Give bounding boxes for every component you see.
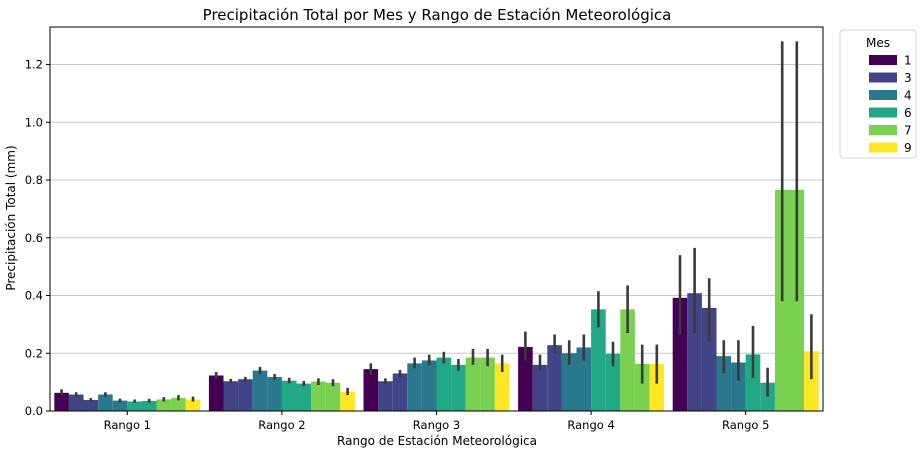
legend-swatch (869, 55, 897, 65)
bar (281, 380, 297, 411)
bar (649, 363, 665, 411)
y-tick-label: 0.8 (25, 173, 43, 187)
bar (804, 351, 819, 411)
legend-title: Mes (866, 36, 890, 50)
legend-swatch (869, 107, 897, 118)
bar (576, 347, 592, 411)
bar (112, 400, 128, 411)
legend: Mes 1 3 4 6 7 9 (839, 29, 917, 159)
bar (451, 364, 466, 411)
bar (98, 394, 113, 411)
y-tick-label: 0.0 (25, 404, 43, 418)
legend-label: 1 (904, 54, 912, 68)
bar (392, 373, 408, 411)
bar (745, 354, 761, 411)
bar (421, 360, 437, 411)
bar (480, 357, 495, 411)
x-tick-label: Rango 5 (722, 418, 769, 432)
bar (436, 357, 452, 411)
x-tick-label: Rango 4 (567, 418, 614, 432)
legend-label: 9 (904, 141, 912, 155)
bar (547, 345, 562, 411)
y-axis-label: Precipitación Total (mm) (4, 145, 18, 290)
bar (83, 400, 99, 411)
legend-swatch (869, 142, 897, 153)
bar (687, 293, 702, 411)
bar (731, 362, 746, 411)
bar (407, 363, 422, 411)
bar (296, 383, 312, 411)
y-tick-label: 1.2 (25, 58, 43, 72)
legend-swatch (869, 125, 897, 135)
bar (716, 356, 732, 411)
bar (620, 309, 635, 411)
bar (252, 370, 268, 411)
x-axis-label: Rango de Estación Meteorológica (337, 434, 537, 448)
bar (171, 398, 186, 411)
bar (591, 309, 606, 411)
legend-swatch (869, 90, 897, 100)
y-tick-label: 0.2 (25, 346, 43, 360)
legend-label: 6 (904, 106, 912, 120)
bar (701, 307, 717, 411)
legend-label: 3 (904, 71, 912, 85)
bar (634, 363, 650, 411)
bars-layer (54, 189, 819, 411)
bar (561, 353, 577, 411)
bar (325, 382, 341, 411)
bar (54, 392, 69, 411)
bar (238, 379, 253, 411)
legend-label: 4 (904, 89, 912, 103)
y-tick-label: 0.4 (25, 289, 43, 303)
bar (465, 357, 481, 411)
bar (185, 399, 201, 411)
bar (672, 297, 688, 411)
bar (378, 381, 393, 411)
error-bars-layer (60, 41, 813, 403)
bar (156, 399, 172, 411)
bar (605, 353, 621, 411)
bar (363, 369, 379, 411)
bar (141, 400, 157, 411)
y-axis-ticks: 0.0 0.2 0.4 0.6 0.8 1.0 1.2 (25, 58, 50, 418)
bar (760, 382, 775, 411)
chart-title: Precipitación Total por Mes y Rango de E… (203, 6, 672, 24)
y-tick-label: 0.6 (25, 231, 43, 245)
legend-swatch (869, 72, 897, 83)
bar (311, 381, 326, 411)
bar (208, 375, 224, 411)
bar (494, 363, 510, 411)
bar (127, 401, 142, 411)
y-tick-label: 1.0 (25, 115, 43, 129)
bar (267, 376, 282, 411)
x-tick-label: Rango 3 (413, 418, 460, 432)
bar (518, 346, 533, 411)
bar (532, 364, 548, 411)
bar (68, 394, 84, 411)
legend-label: 7 (904, 124, 912, 138)
x-axis-ticks: Rango 1 Rango 2 Rango 3 Rango 4 Rango 5 (104, 411, 769, 432)
bar (340, 391, 355, 411)
x-tick-label: Rango 2 (258, 418, 305, 432)
bar (223, 381, 239, 411)
x-tick-label: Rango 1 (104, 418, 151, 432)
